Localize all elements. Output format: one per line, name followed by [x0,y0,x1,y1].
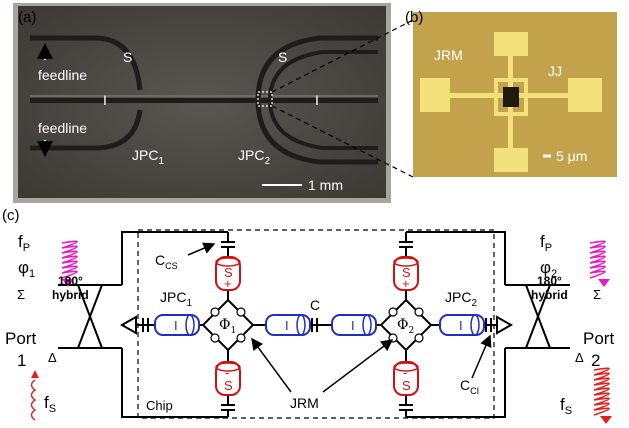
pump-arrow-left-icon [62,279,74,287]
jpc1-circuit-label: JPC1 [160,289,192,309]
signal-arrow-right-icon [600,416,612,424]
svg-text:I: I [174,318,178,333]
feedline-label-top: feedline [38,67,87,83]
delta-right-label: Δ [575,350,584,365]
jpc2-circuit-label: JPC2 [445,289,477,309]
ground-left-icon [119,315,137,335]
delta-left-label: Δ [48,350,57,365]
phi2-label: Φ2 [397,317,414,336]
idler-resonators: I I I I [154,314,485,336]
fs-left-label: fS [44,393,56,415]
signal-resonator-1-top: S + [215,256,241,291]
svg-text:I: I [459,318,463,333]
port2-label-line1: Port [583,329,614,348]
coupling-capacitor-label: C [310,297,320,313]
pump-wave-left-icon [61,240,78,279]
port2-label-line2: 2 [591,351,600,370]
fp-right-label: fP [540,232,552,254]
signal-resonators: S + - S S + - S [215,256,419,396]
jpc1-photo-label: JPC1 [132,147,164,167]
scale-label-b: 5 μm [556,148,587,164]
port1-label-line2: 1 [17,351,26,370]
s-label-left: S [123,49,132,65]
jj-micro-label: JJ [548,63,562,79]
svg-text:-: - [225,365,229,380]
panel-c-label: (c) [2,207,20,224]
pointer-arrows [187,242,492,393]
panel-a-label: (a) [18,9,36,26]
chip-label: Chip [146,398,173,413]
hybrid-left-line1: 180° [58,274,83,288]
phi1-label: Φ1 [219,317,236,336]
signal-wave-left-icon [30,379,37,421]
jpc2-photo-label: JPC2 [238,147,270,167]
sigma-right-label: Σ [593,287,601,302]
idler-resonator-2a: I [331,314,377,336]
i-label-left: I [103,92,107,108]
scale-label-a: 1 mm [308,177,343,193]
idler-resonator-1b: I [265,314,311,336]
phi2-pump-label: φ2 [540,258,557,280]
micro-panel-b: (b) JRM JJ 5 μm [405,9,617,177]
feedline-label-bottom: feedline [38,120,87,136]
signal-resonator-2-top: S + [393,256,419,291]
s-label-right: S [278,49,287,65]
photo-panel-a: (a) feedline feedline S S I I JPC1 JPC2 … [13,3,391,203]
phi1-pump-label: φ1 [18,258,35,280]
fp-left-label: fP [18,232,30,254]
hybrid-right-line2: hybrid [531,288,568,302]
sigma-left-label: Σ [17,287,25,302]
svg-text:-: - [403,365,407,380]
pump-arrow-right-icon [598,279,610,287]
port1-label-line1: Port [5,329,36,348]
ccs-label: CCS [155,252,178,271]
svg-text:I: I [285,318,289,333]
svg-text:S: S [402,265,411,280]
pump-wave-right-icon [589,240,606,279]
jrm-micro-label: JRM [434,47,463,63]
jrm-2: Φ2 [379,298,433,352]
svg-text:S: S [224,378,233,393]
svg-text:+: + [224,276,232,291]
panel-b-label: (b) [405,9,423,26]
wiring [58,231,570,418]
signal-wave-right-icon [593,367,610,416]
idler-resonator-2b: I [439,314,485,336]
svg-text:I: I [351,318,355,333]
svg-text:+: + [402,276,410,291]
fs-right-label: fS [560,395,572,417]
i-label-right: I [315,92,319,108]
svg-text:S: S [224,265,233,280]
vertical-leads [227,232,407,417]
jrm-1: Φ1 [201,298,255,352]
hybrid-left-line2: hybrid [52,288,89,302]
ground-right-icon [496,315,514,335]
idler-resonator-1a: I [154,314,200,336]
jrm-circuit-label: JRM [290,395,319,411]
signal-resonator-2-bottom: - S [393,361,419,396]
zoom-box [257,91,273,107]
signal-resonator-1-bottom: - S [215,361,241,396]
signal-arrow-left-icon [31,370,39,378]
cci-label: CCI [460,377,479,396]
svg-text:S: S [402,378,411,393]
hybrid-right-line1: 180° [537,274,562,288]
